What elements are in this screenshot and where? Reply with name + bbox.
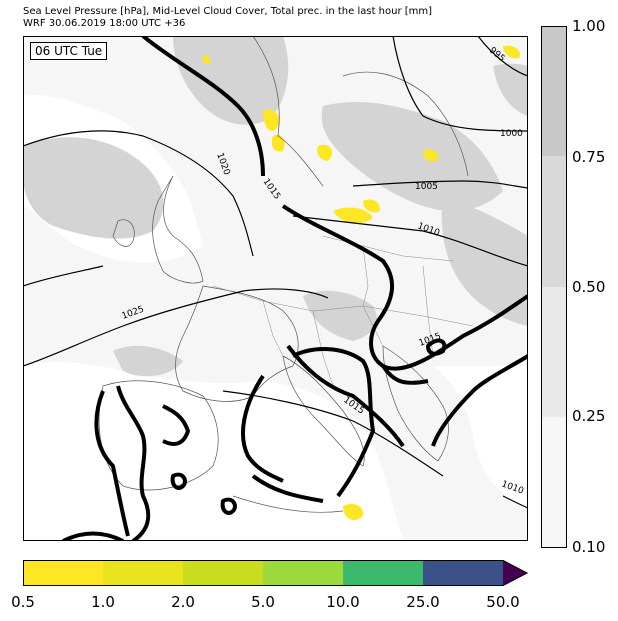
precip-band bbox=[423, 560, 503, 586]
isobar-label: 1000 bbox=[500, 129, 523, 139]
isobars-thin bbox=[23, 36, 528, 509]
cloud-cover-tick: 0.10 bbox=[572, 538, 606, 556]
cloud-cover-tick: 1.00 bbox=[572, 17, 606, 35]
precip-tick: 2.0 bbox=[171, 593, 195, 611]
cloud-cover-tick: 0.75 bbox=[572, 148, 606, 166]
precip-band bbox=[183, 560, 263, 586]
precipitation-colorbar bbox=[23, 560, 528, 586]
precip-tick: 10.0 bbox=[326, 593, 360, 611]
precip-tick: 25.0 bbox=[406, 593, 440, 611]
precip-band bbox=[103, 560, 183, 586]
precip-extend-arrow bbox=[503, 560, 528, 586]
precip-tick: 1.0 bbox=[91, 593, 115, 611]
cloud-cover-patches bbox=[23, 36, 528, 377]
cloud-cover-tick: 0.50 bbox=[572, 278, 606, 296]
cloud-cover-colorbar bbox=[541, 26, 567, 548]
precipitation-areas bbox=[202, 45, 520, 521]
model-run-info: WRF 30.06.2019 18:00 UTC +36 bbox=[23, 18, 186, 29]
precip-tick: 5.0 bbox=[251, 593, 275, 611]
precip-band bbox=[23, 560, 103, 586]
map-title: Sea Level Pressure [hPa], Mid-Level Clou… bbox=[23, 6, 433, 17]
weather-map: 995 1000 1005 1010 1015 1020 1025 1015 1… bbox=[23, 36, 528, 541]
precip-band bbox=[263, 560, 343, 586]
cloud-cover-band bbox=[541, 26, 567, 156]
cloud-cover-band bbox=[541, 417, 567, 548]
cloud-cover-tick: 0.25 bbox=[572, 407, 606, 425]
isobars-thick-1015 bbox=[62, 36, 528, 541]
map-frame bbox=[23, 36, 528, 541]
precip-tick: 50.0 bbox=[486, 593, 520, 611]
valid-time-badge: 06 UTC Tue bbox=[30, 42, 108, 60]
precip-tick: 0.5 bbox=[11, 593, 35, 611]
cloud-cover-band bbox=[541, 287, 567, 417]
isobar-label: 1005 bbox=[415, 182, 438, 192]
precip-band bbox=[343, 560, 423, 586]
cloud-cover-band bbox=[541, 156, 567, 287]
